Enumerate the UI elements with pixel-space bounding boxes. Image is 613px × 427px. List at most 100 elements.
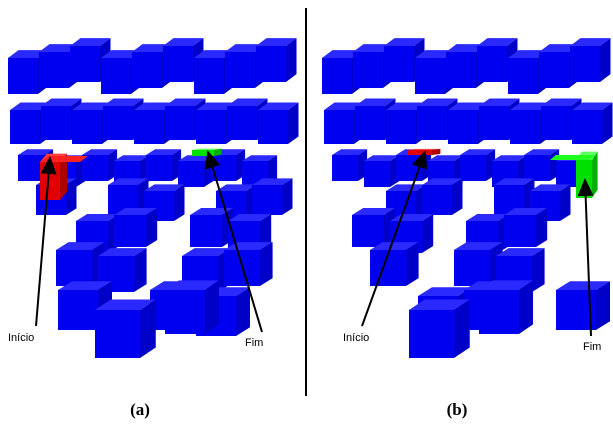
- cube-face: [98, 248, 147, 256]
- cube-face: [504, 215, 536, 247]
- cube-face: [508, 58, 538, 94]
- cube-face: [417, 98, 458, 106]
- cube-face: [66, 178, 77, 215]
- cube-face: [194, 50, 235, 58]
- cube-face: [479, 280, 533, 290]
- cube-face: [415, 58, 445, 94]
- cube-face: [196, 110, 226, 144]
- cube-face: [70, 46, 100, 82]
- cube-face: [477, 46, 507, 82]
- cube-face: [228, 213, 272, 221]
- cube-face: [258, 110, 288, 144]
- cube-face: [101, 50, 142, 58]
- start-arrow: [35, 156, 57, 327]
- cube-face: [408, 148, 441, 150]
- cube-face: [448, 102, 489, 110]
- cube-face: [572, 110, 602, 144]
- cube-face: [477, 38, 518, 46]
- cube-face: [384, 46, 414, 82]
- cube-face: [454, 242, 503, 250]
- cube-face: [576, 160, 592, 198]
- cube-face: [146, 155, 172, 181]
- cube-face: [409, 310, 454, 358]
- cube-face: [353, 44, 394, 52]
- cube-face: [539, 44, 580, 52]
- cube-face: [386, 102, 427, 110]
- cube-face: [194, 58, 224, 94]
- cube-face: [479, 290, 519, 334]
- cube-face: [550, 155, 596, 160]
- cube-face: [72, 110, 102, 144]
- cube-face: [242, 155, 278, 161]
- cube-face: [396, 155, 422, 181]
- cube-face: [454, 299, 470, 358]
- cube-face: [466, 213, 510, 221]
- cube-face: [560, 184, 571, 221]
- cube-face: [165, 98, 206, 106]
- cube-face: [10, 110, 40, 144]
- cube-face: [570, 46, 600, 82]
- cube-face: [460, 149, 496, 155]
- cube-face: [524, 149, 560, 155]
- start-label: Início: [8, 332, 34, 344]
- cube-face: [324, 110, 354, 144]
- cube-face: [165, 106, 195, 140]
- cube-face: [322, 50, 363, 58]
- cube-face: [178, 155, 214, 161]
- cube-face: [596, 281, 610, 330]
- cube-face: [519, 280, 533, 334]
- cube-face: [82, 149, 118, 155]
- cube-face: [58, 281, 112, 290]
- cube-face: [332, 155, 358, 181]
- cube-face: [479, 98, 520, 106]
- cube-face: [539, 52, 569, 88]
- cube-face: [536, 207, 548, 247]
- cube-face: [134, 102, 175, 110]
- cube-face: [58, 290, 98, 330]
- cube-face: [530, 184, 571, 191]
- cube-face: [386, 184, 427, 191]
- cube-face: [510, 102, 551, 110]
- cube-face: [190, 215, 222, 247]
- cube-face: [236, 287, 250, 336]
- cube-face: [8, 58, 38, 94]
- cube-face: [260, 242, 273, 286]
- cube-face: [352, 215, 384, 247]
- cube-face: [282, 178, 293, 215]
- cube-face: [322, 58, 352, 94]
- cube-face: [146, 207, 158, 247]
- cube-face: [288, 102, 299, 144]
- cube-face: [352, 207, 396, 215]
- cube-face: [570, 38, 611, 46]
- cube-face: [417, 106, 447, 140]
- cube-face: [524, 155, 550, 181]
- cube-face: [10, 102, 51, 110]
- cube-face: [103, 106, 133, 140]
- cube-face: [216, 184, 257, 191]
- cube-face: [192, 148, 222, 150]
- cube-face: [252, 185, 282, 215]
- cube-face: [406, 242, 419, 286]
- end-arrow: [204, 150, 263, 333]
- cube-face: [227, 98, 268, 106]
- cube-face: [225, 44, 266, 52]
- cube-face: [41, 106, 71, 140]
- cube-face: [40, 156, 88, 162]
- cube-face: [364, 155, 400, 161]
- cube-face: [114, 155, 150, 161]
- scene-a: [8, 38, 299, 358]
- cube-face: [134, 110, 164, 144]
- cube-face: [190, 207, 234, 215]
- cube-face: [492, 155, 528, 161]
- cube-face: [370, 242, 419, 250]
- start-label: Início: [343, 332, 369, 344]
- cube-face: [192, 150, 214, 156]
- cube-face: [324, 102, 365, 110]
- cube-face: [39, 44, 80, 52]
- cube-face: [225, 52, 255, 88]
- cube-face: [364, 161, 390, 187]
- cube-face: [353, 52, 383, 88]
- cube-face: [103, 98, 144, 106]
- cube-face: [418, 287, 472, 296]
- cube-face: [134, 248, 147, 292]
